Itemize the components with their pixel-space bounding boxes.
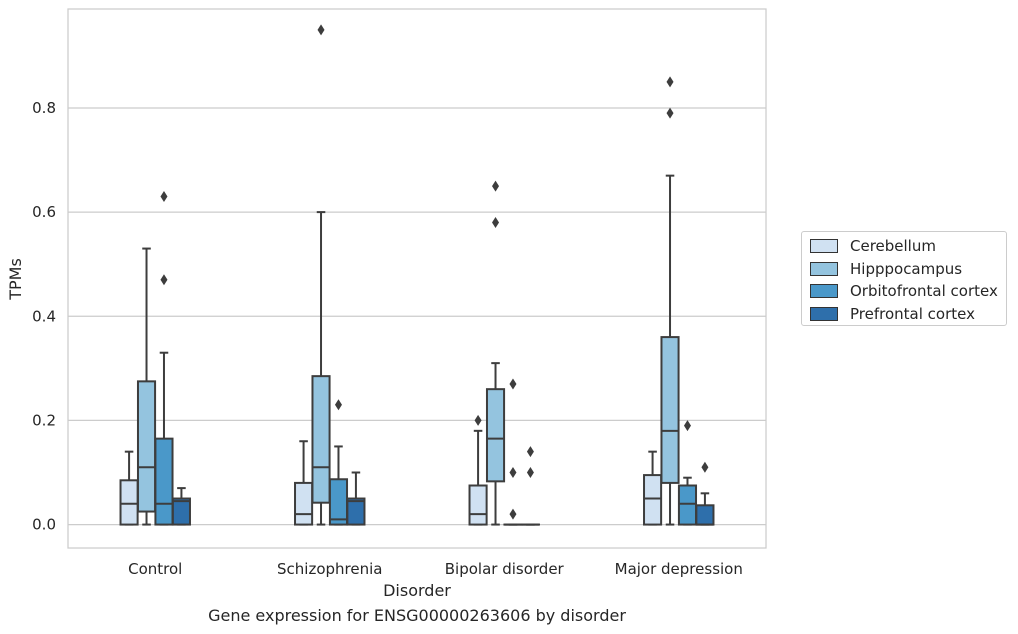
flier-point <box>160 190 168 202</box>
x-tick-labels: Control Schizophrenia Bipolar disorder Majo… <box>128 560 743 578</box>
box-layer <box>119 24 715 526</box>
flier-point <box>701 461 709 473</box>
flier-point <box>474 414 482 426</box>
box-2-1 <box>328 399 349 526</box>
flier-point <box>492 180 500 192</box>
y-tick-labels: 0.0 0.2 0.4 0.6 0.8 <box>32 99 56 534</box>
flier-point <box>160 274 168 286</box>
flier-point <box>666 76 674 88</box>
box-3-0 <box>171 487 191 526</box>
box-1-0 <box>136 247 157 526</box>
y-tick-label: 0.8 <box>32 99 56 117</box>
box-rect <box>119 479 139 526</box>
legend-item-cerebellum: Cerebellum <box>810 235 1006 258</box>
legend-label-prefrontal-cortex: Prefrontal cortex <box>850 304 975 323</box>
y-tick-label: 0.4 <box>32 307 56 325</box>
box-2-2 <box>503 378 523 526</box>
box-1-1 <box>311 24 331 526</box>
flier-point <box>683 420 691 432</box>
legend: Cerebellum Hipppocampus Orbitofrontal co… <box>801 231 1007 326</box>
x-tick-label: Schizophrenia <box>277 560 382 578</box>
y-axis-label: TPMs <box>6 258 25 301</box>
box-rect <box>154 437 174 526</box>
box-0-1 <box>294 440 314 526</box>
plot-frame <box>67 8 767 549</box>
box-rect <box>294 481 314 526</box>
flier-point <box>492 217 500 229</box>
flier-point <box>509 508 517 520</box>
box-0-2 <box>468 414 488 526</box>
box-rect <box>171 497 191 526</box>
box-rect <box>677 484 698 526</box>
x-tick-label: Major depression <box>615 560 743 578</box>
box-0-0 <box>119 450 139 526</box>
flier-point <box>509 466 517 478</box>
box-2-3 <box>677 420 698 526</box>
box-3-3 <box>695 461 715 526</box>
box-rect <box>311 375 331 504</box>
x-tick-label: Control <box>128 560 182 578</box>
box-rect <box>468 484 488 526</box>
box-1-2 <box>485 180 506 526</box>
y-tick-label: 0.2 <box>32 411 56 429</box>
legend-label-cerebellum: Cerebellum <box>850 237 936 256</box>
flier-point <box>317 24 325 36</box>
box-rect <box>328 478 349 526</box>
box-0-3 <box>643 450 663 526</box>
legend-swatch-cerebellum <box>810 239 838 254</box>
x-tick-label: Bipolar disorder <box>445 560 565 578</box>
y-tick-label: 0.0 <box>32 516 56 534</box>
flier-point <box>666 107 674 119</box>
box-3-2 <box>520 446 540 526</box>
flier-point <box>526 466 534 478</box>
box-1-3 <box>660 76 680 526</box>
box-2-0 <box>154 190 174 526</box>
x-axis-label: Disorder <box>383 581 451 600</box>
box-rect <box>643 474 663 526</box>
box-rect <box>136 380 157 513</box>
legend-label-orbitofrontal-cortex: Orbitofrontal cortex <box>850 282 998 301</box>
flier-point <box>334 399 342 411</box>
legend-item-prefrontal-cortex: Prefrontal cortex <box>810 303 1006 326</box>
legend-label-hippocampus: Hipppocampus <box>850 259 963 278</box>
chart-title: Gene expression for ENSG00000263606 by d… <box>208 606 626 625</box>
legend-item-hippocampus: Hipppocampus <box>810 258 1006 281</box>
flier-point <box>526 446 534 458</box>
flier-point <box>509 378 517 390</box>
box-3-1 <box>346 471 366 526</box>
box-rect <box>485 388 506 483</box>
legend-swatch-hippocampus <box>810 261 838 276</box>
box-rect <box>695 504 715 526</box>
legend-item-orbitofrontal-cortex: Orbitofrontal cortex <box>810 280 1006 303</box>
box-rect <box>660 336 680 484</box>
y-tick-label: 0.6 <box>32 203 56 221</box>
legend-swatch-prefrontal-cortex <box>810 306 838 321</box>
box-rect <box>346 497 366 526</box>
legend-swatch-orbitofrontal-cortex <box>810 284 838 299</box>
